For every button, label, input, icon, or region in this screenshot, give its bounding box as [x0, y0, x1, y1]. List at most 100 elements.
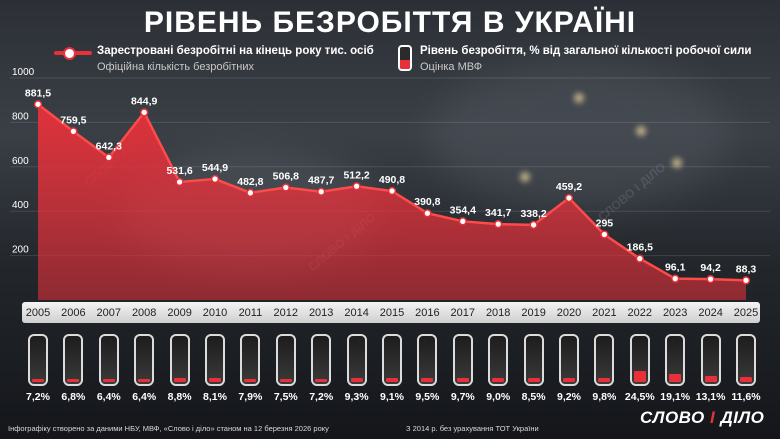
x-tick-label: 2005: [25, 307, 51, 319]
battery-fill: [315, 378, 328, 382]
data-label: 544,9: [202, 162, 228, 174]
data-point: [175, 177, 184, 187]
data-label: 512,2: [343, 169, 369, 181]
battery-fill: [598, 377, 611, 382]
footer-source: Інфографіку створено за даними НБУ, МВФ,…: [8, 424, 329, 433]
battery-gauge: [629, 334, 650, 386]
x-tick-label: 2024: [698, 307, 723, 319]
battery-gauge: [700, 334, 721, 386]
bg-glow: [430, 60, 730, 210]
data-label: 506,8: [273, 170, 299, 182]
logo-word-1: СЛОВО: [640, 408, 705, 427]
battery-gauge: [275, 334, 296, 386]
battery-gauge: [311, 334, 332, 386]
y-tick-label: 1000: [12, 67, 35, 78]
battery-gauge: [382, 334, 402, 386]
battery-fill: [669, 373, 682, 382]
battery-fill: [350, 377, 363, 382]
battery-label: 7,2%: [309, 391, 334, 403]
x-tick-label: 2023: [662, 307, 688, 319]
legend-battery-icon: [398, 45, 412, 71]
battery-fill: [138, 379, 151, 382]
x-tick-label: 2011: [238, 307, 263, 319]
battery-fill: [279, 378, 292, 382]
x-tick-label: 2006: [61, 307, 86, 319]
battery-gauge: [98, 334, 119, 386]
x-tick-label: 2013: [308, 307, 334, 319]
battery-fill: [67, 379, 80, 382]
battery-gauge: [523, 334, 544, 386]
battery-fill: [244, 378, 257, 382]
x-tick-label: 2017: [450, 307, 476, 319]
battery-gauge: [205, 334, 225, 386]
battery-gauge: [28, 334, 48, 386]
year-axis-band: [22, 302, 760, 323]
battery-label: 6,8%: [61, 391, 86, 403]
battery-fill: [421, 377, 434, 382]
data-point: [210, 174, 220, 184]
data-point: [104, 153, 113, 162]
battery-label: 11,6%: [731, 391, 761, 403]
battery-label: 24,5%: [624, 391, 655, 403]
battery-gauge: [169, 334, 190, 386]
battery-label: 6,4%: [96, 391, 121, 403]
data-label: 88,3: [736, 263, 757, 275]
legend-battery-label: Рівень безробіття, % від загальної кільк…: [420, 45, 752, 57]
battery-gauge: [134, 334, 155, 386]
data-label: 487,7: [308, 175, 334, 187]
bg-street-light: [672, 158, 682, 168]
y-tick-label: 400: [12, 200, 29, 211]
data-point: [741, 276, 751, 285]
data-point: [69, 127, 78, 136]
data-point: [246, 188, 255, 197]
data-label: 459,2: [556, 181, 582, 193]
battery-label: 8,5%: [521, 391, 546, 403]
battery-gauge: [417, 334, 438, 386]
battery-label: 19,1%: [660, 391, 691, 403]
battery-fill: [32, 378, 44, 382]
x-tick-label: 2025: [733, 307, 759, 319]
battery-label: 9,5%: [415, 391, 440, 403]
data-label: 96,1: [665, 262, 686, 274]
battery-label: 7,5%: [273, 391, 298, 403]
data-point: [635, 254, 644, 263]
bg-street-light: [520, 172, 530, 182]
data-label: 186,5: [627, 242, 653, 254]
data-point: [458, 217, 467, 226]
battery-gauge: [452, 334, 473, 386]
battery-label: 9,2%: [557, 391, 581, 403]
data-label: 844,9: [131, 95, 157, 107]
battery-fill: [492, 378, 505, 382]
data-label: 338,2: [520, 208, 546, 220]
battery-gauge: [63, 334, 84, 386]
data-label: 94,2: [700, 262, 721, 274]
battery-label: 9,3%: [344, 391, 369, 403]
data-point: [671, 274, 680, 283]
battery-gauge: [240, 334, 261, 386]
data-point: [564, 193, 574, 203]
battery-gauge: [736, 334, 756, 386]
battery-label: 9,7%: [450, 391, 475, 403]
battery-label: 9,8%: [592, 391, 617, 403]
data-label: 881,5: [25, 87, 51, 99]
data-label: 490,8: [379, 174, 405, 186]
battery-gauge: [488, 334, 509, 386]
data-label: 295: [596, 218, 614, 230]
battery-label: 9,1%: [380, 391, 404, 403]
brand-logo: СЛОВО І ДІЛО: [640, 408, 764, 428]
x-tick-label: 2018: [485, 307, 511, 319]
x-tick-label: 2014: [344, 307, 369, 319]
battery-gauge: [665, 334, 686, 386]
battery-label: 7,2%: [26, 391, 50, 403]
battery-fill: [563, 377, 575, 382]
battery-label: 6,4%: [132, 391, 157, 403]
x-tick-label: 2020: [556, 307, 582, 319]
x-tick-label: 2015: [379, 307, 405, 319]
x-tick-label: 2019: [521, 307, 546, 319]
data-point: [529, 220, 538, 230]
logo-amp: І: [710, 408, 716, 427]
battery-gauge: [594, 334, 615, 386]
battery-fill: [456, 377, 469, 382]
